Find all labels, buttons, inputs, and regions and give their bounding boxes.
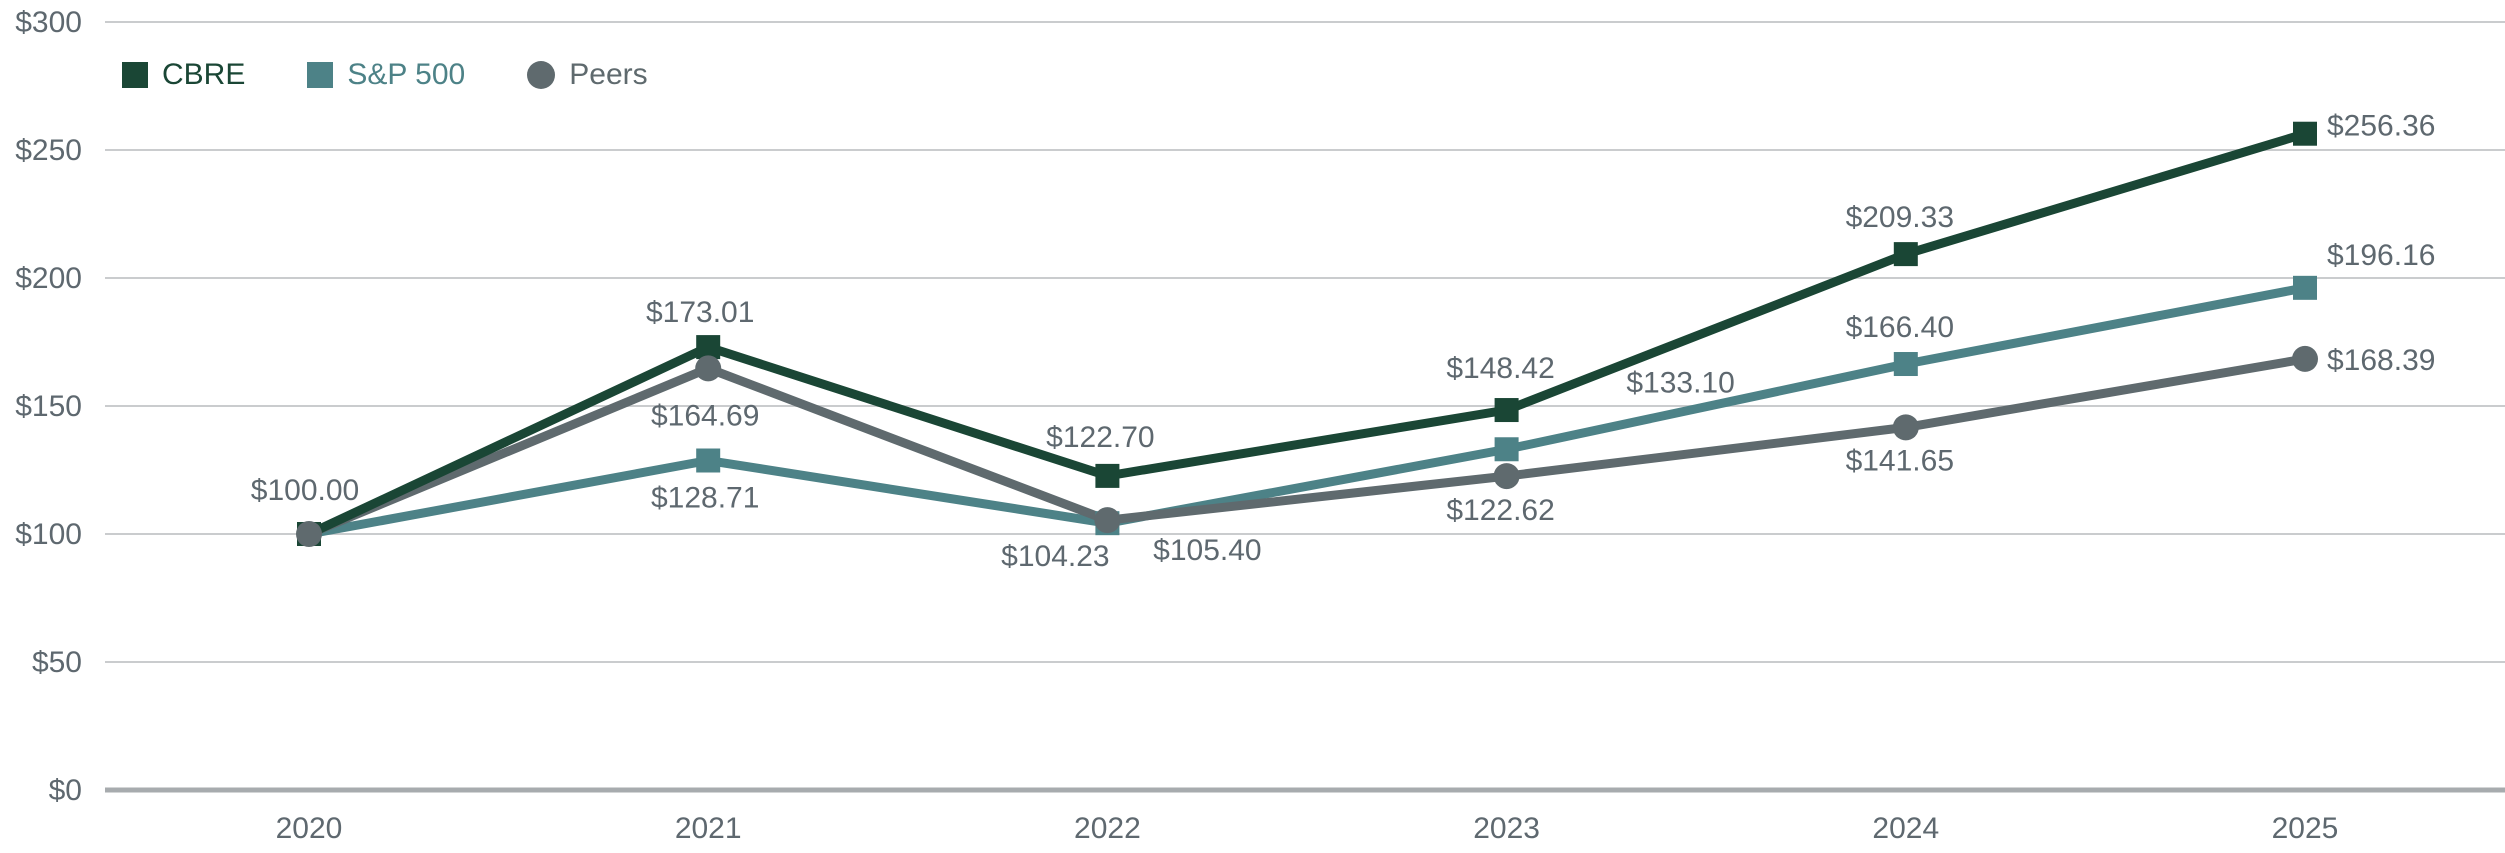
data-point-cbre xyxy=(1494,398,1519,423)
data-point-label-peers: $122.62 xyxy=(1446,494,1554,527)
x-tick-label: 2020 xyxy=(276,812,343,845)
peers-circle-swatch-icon xyxy=(527,61,556,89)
data-point-label-s-p-500: $166.40 xyxy=(1846,311,1954,344)
x-tick-label: 2024 xyxy=(1872,812,1939,845)
data-point-peers xyxy=(1094,507,1121,534)
data-point-peers xyxy=(695,355,722,382)
data-point-cbre xyxy=(1893,242,1918,267)
data-point-label-peers: $141.65 xyxy=(1846,444,1954,477)
cbre-square-swatch-icon xyxy=(122,62,148,88)
data-point-label-cbre: $122.70 xyxy=(1046,421,1154,454)
legend-label-cbre: CBRE xyxy=(162,58,246,91)
x-tick-label: 2022 xyxy=(1074,812,1141,845)
data-point-label-peers: $168.39 xyxy=(2327,344,2435,377)
data-point-peers xyxy=(2292,345,2318,372)
y-tick-label: $150 xyxy=(15,390,82,423)
data-point-label-peers: $100.00 xyxy=(251,474,359,507)
data-point-peers xyxy=(296,521,322,547)
data-point-cbre xyxy=(2293,121,2317,146)
y-tick-label: $200 xyxy=(15,262,82,295)
data-point-label-s-p-500: $128.71 xyxy=(651,482,759,515)
data-point-label-cbre: $209.33 xyxy=(1846,201,1954,234)
legend-label-sp500: S&P 500 xyxy=(347,58,466,91)
data-point-cbre xyxy=(1095,463,1120,488)
data-point-s-p-500 xyxy=(1893,352,1918,377)
y-tick-label: $50 xyxy=(32,646,82,679)
x-tick-label: 2021 xyxy=(675,812,742,845)
data-point-label-cbre: $173.01 xyxy=(646,296,754,329)
y-tick-label: $250 xyxy=(15,134,82,167)
chart-legend: CBRE S&P 500 Peers xyxy=(122,60,648,90)
data-point-peers xyxy=(1892,414,1919,441)
data-point-cbre xyxy=(696,335,721,360)
data-point-label-cbre: $148.42 xyxy=(1446,352,1554,385)
series-line-cbre xyxy=(307,129,2307,539)
legend-item-peers: Peers xyxy=(527,58,648,91)
legend-item-cbre: CBRE xyxy=(122,60,245,90)
legend-label-peers: Peers xyxy=(569,58,648,91)
x-tick-label: 2023 xyxy=(1473,812,1540,845)
data-point-label-cbre: $256.36 xyxy=(2327,110,2435,143)
data-point-s-p-500 xyxy=(1494,437,1519,462)
y-tick-label: $100 xyxy=(15,518,82,551)
data-point-label-peers: $105.40 xyxy=(1153,534,1261,567)
data-point-s-p-500 xyxy=(2293,275,2317,300)
y-tick-label: $300 xyxy=(15,6,82,39)
series-line-peers xyxy=(307,354,2306,539)
data-point-peers xyxy=(1493,463,1520,490)
data-point-label-s-p-500: $196.16 xyxy=(2327,239,2435,272)
series-line-s-p-500 xyxy=(308,283,2306,539)
data-point-label-s-p-500: $133.10 xyxy=(1626,366,1734,399)
x-tick-label: 2025 xyxy=(2272,812,2339,845)
sp500-square-swatch-icon xyxy=(307,62,334,88)
data-point-s-p-500 xyxy=(696,448,721,473)
legend-item-sp500: S&P 500 xyxy=(307,60,465,90)
y-tick-label: $0 xyxy=(49,774,82,807)
data-point-label-peers: $164.69 xyxy=(651,399,759,432)
data-point-label-s-p-500: $104.23 xyxy=(1001,540,1109,573)
